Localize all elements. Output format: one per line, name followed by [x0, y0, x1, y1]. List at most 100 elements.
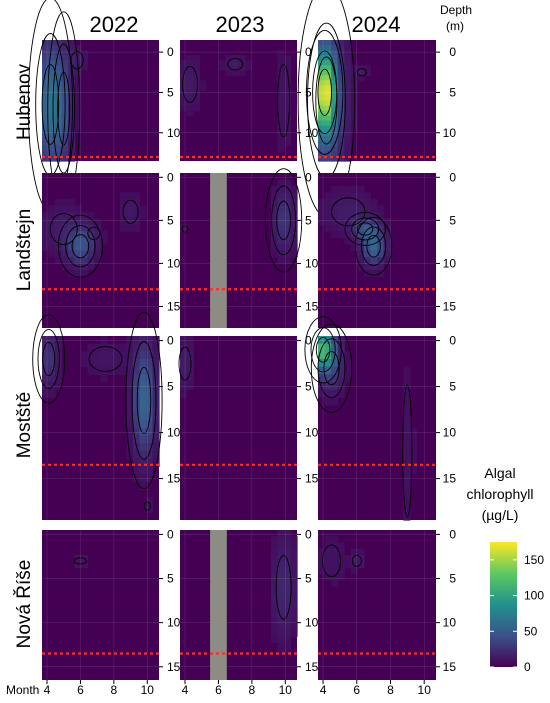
heat-cell: [350, 192, 358, 200]
heat-cell: [186, 105, 194, 112]
heat-cell: [100, 336, 108, 345]
heat-cell: [271, 224, 279, 232]
heat-cell: [180, 351, 188, 360]
heat-cell: [331, 40, 339, 46]
heat-cell: [324, 45, 332, 51]
heat-cell: [42, 389, 50, 398]
heat-cell: [193, 70, 201, 76]
contour-line: [317, 68, 332, 117]
heat-cell: [324, 397, 332, 406]
heat-cell: [277, 50, 285, 56]
heat-cell: [133, 405, 141, 414]
heat-cell: [55, 150, 63, 157]
heat-cell: [324, 548, 332, 556]
heat-cell: [290, 548, 298, 556]
heat-cell: [277, 110, 285, 117]
heat-cell: [180, 95, 188, 102]
depth-tick-label: 15: [167, 299, 181, 313]
heat-cell: [55, 211, 63, 219]
heat-cell: [331, 218, 339, 226]
heat-cell: [68, 211, 76, 219]
heat-cell: [344, 110, 352, 117]
heat-cell: [363, 65, 372, 71]
heat-cell: [337, 542, 345, 550]
heat-cell: [331, 336, 339, 345]
contour-line: [41, 64, 60, 145]
heat-cell: [331, 573, 339, 581]
heat-cell: [331, 192, 339, 200]
heat-cell: [318, 45, 326, 51]
heat-cell: [271, 611, 279, 619]
heat-cell: [277, 224, 285, 232]
heat-cell: [370, 231, 378, 239]
heat-cell: [344, 55, 352, 61]
heat-cell: [344, 105, 352, 112]
heat-cell: [107, 351, 115, 360]
colorbar: [490, 542, 517, 667]
colorbar-title-line3: (µg/L): [482, 507, 519, 523]
heat-cell: [42, 105, 50, 112]
heat-cell: [61, 75, 69, 81]
heat-cell: [186, 110, 194, 117]
heat-cell: [87, 218, 95, 226]
heat-cell: [245, 60, 253, 66]
heat-cell: [48, 237, 56, 245]
heat-cell: [337, 85, 345, 92]
contour-line: [304, 316, 342, 384]
heat-cell: [74, 125, 82, 132]
heat-cell: [290, 536, 298, 544]
heat-cell: [42, 90, 50, 97]
heat-cell: [48, 105, 56, 112]
heat-cell: [331, 185, 339, 193]
heat-cell: [331, 198, 339, 206]
heat-cell: [357, 224, 365, 232]
heat-cell: [271, 192, 279, 200]
heat-cell: [324, 65, 332, 71]
heat-cell: [290, 224, 298, 232]
heat-cell: [74, 80, 82, 86]
heat-cell: [48, 205, 56, 213]
heat-cell: [152, 435, 160, 444]
heat-cell: [277, 636, 285, 644]
heat-cell: [318, 567, 326, 575]
heat-cell: [344, 145, 352, 152]
heat-cell: [186, 85, 194, 92]
heat-cell: [357, 561, 365, 569]
heat-cell: [403, 481, 411, 490]
depth-tick-label: 0: [167, 170, 174, 184]
heat-cell: [48, 155, 56, 162]
heat-cell: [74, 115, 82, 122]
heat-cell: [344, 95, 352, 102]
depth-tick-label: 15: [443, 472, 457, 486]
heat-cell: [318, 145, 326, 152]
heat-cell: [324, 100, 332, 107]
heat-cell: [42, 351, 50, 360]
heat-cell: [331, 120, 339, 127]
depth-tick-label: 5: [167, 572, 174, 586]
heat-cell: [68, 40, 76, 46]
heat-cell: [87, 351, 95, 360]
heat-cell: [186, 90, 194, 97]
heat-cell: [42, 100, 50, 107]
heat-cell: [139, 466, 147, 475]
heat-cell: [180, 65, 188, 71]
heat-cell: [331, 145, 339, 152]
depth-tick-label: 10: [443, 426, 457, 440]
heat-cell: [403, 420, 411, 429]
heat-cell: [344, 150, 352, 157]
heat-cell: [94, 351, 102, 360]
heat-cell: [146, 382, 154, 391]
heat-cell: [152, 359, 160, 368]
month-axis-label: Month: [6, 683, 39, 697]
heat-cell: [337, 555, 345, 562]
heat-cell: [318, 389, 326, 398]
heat-cell: [277, 573, 285, 581]
heat-cell: [152, 458, 160, 467]
contour-line: [310, 323, 353, 413]
heat-cell: [146, 435, 154, 444]
colorbar-tick-label: 50: [524, 624, 538, 638]
heat-cell: [61, 198, 69, 206]
contour-line: [306, 29, 344, 155]
contour-line: [87, 226, 101, 240]
